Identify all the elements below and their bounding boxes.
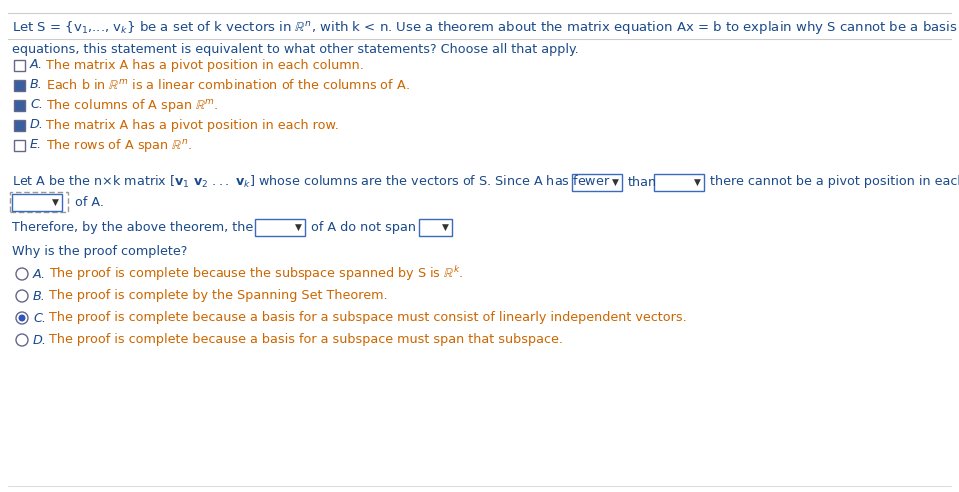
Bar [14,120,25,130]
Text: D.: D. [30,119,44,131]
Text: ▼: ▼ [693,178,700,186]
Text: The rows of A span $\mathbb{R}^n$.: The rows of A span $\mathbb{R}^n$. [46,136,192,154]
Circle shape [16,290,28,302]
Bar [14,60,25,70]
Text: The proof is complete because a basis for a subspace must span that subspace.: The proof is complete because a basis fo… [49,334,563,346]
Text: B.: B. [30,79,43,92]
Text: The proof is complete by the Spanning Set Theorem.: The proof is complete by the Spanning Se… [49,289,387,303]
FancyBboxPatch shape [12,193,62,211]
Text: A.: A. [33,268,46,280]
Text: B.: B. [33,289,46,303]
Text: ▼: ▼ [612,178,619,186]
Text: of A do not span: of A do not span [311,220,416,234]
Circle shape [16,268,28,280]
Text: of A.: of A. [75,195,104,209]
Text: The columns of A span $\mathbb{R}^m$.: The columns of A span $\mathbb{R}^m$. [46,96,219,114]
Text: E.: E. [30,139,42,152]
Text: C.: C. [30,98,43,112]
Text: ▼: ▼ [294,222,301,232]
FancyBboxPatch shape [419,218,452,236]
Text: A.: A. [30,59,43,71]
Text: The matrix A has a pivot position in each row.: The matrix A has a pivot position in eac… [46,119,339,131]
Text: The matrix A has a pivot position in each column.: The matrix A has a pivot position in eac… [46,59,363,71]
Text: C.: C. [33,311,46,325]
Text: Therefore, by the above theorem, the: Therefore, by the above theorem, the [12,220,253,234]
FancyBboxPatch shape [654,174,704,190]
Bar [14,99,25,111]
Text: Each b in $\mathbb{R}^m$ is a linear combination of the columns of A.: Each b in $\mathbb{R}^m$ is a linear com… [46,78,409,92]
Bar [14,140,25,151]
Circle shape [16,312,28,324]
Circle shape [16,334,28,346]
Text: there cannot be a pivot position in each: there cannot be a pivot position in each [710,176,959,188]
Text: D.: D. [33,334,47,346]
Text: The proof is complete because the subspace spanned by S is $\mathbb{R}^k$.: The proof is complete because the subspa… [49,265,463,283]
FancyBboxPatch shape [572,174,622,190]
Text: ▼: ▼ [441,222,449,232]
Circle shape [18,314,26,321]
Text: Let A be the n×k matrix $[\mathbf{v}_1\ \mathbf{v}_2\ ...\ \mathbf{v}_k]$ whose : Let A be the n×k matrix $[\mathbf{v}_1\ … [12,174,611,190]
Text: Why is the proof complete?: Why is the proof complete? [12,246,187,258]
Text: The proof is complete because a basis for a subspace must consist of linearly in: The proof is complete because a basis fo… [49,311,687,325]
Text: than: than [628,176,657,188]
Text: ▼: ▼ [52,197,58,207]
Text: Let S = {v$_1$,..., v$_k$} be a set of k vectors in $\mathbb{R}^n$, with k < n. : Let S = {v$_1$,..., v$_k$} be a set of k… [12,19,959,35]
Text: equations, this statement is equivalent to what other statements? Choose all tha: equations, this statement is equivalent … [12,42,578,56]
FancyBboxPatch shape [255,218,305,236]
Bar [14,80,25,91]
